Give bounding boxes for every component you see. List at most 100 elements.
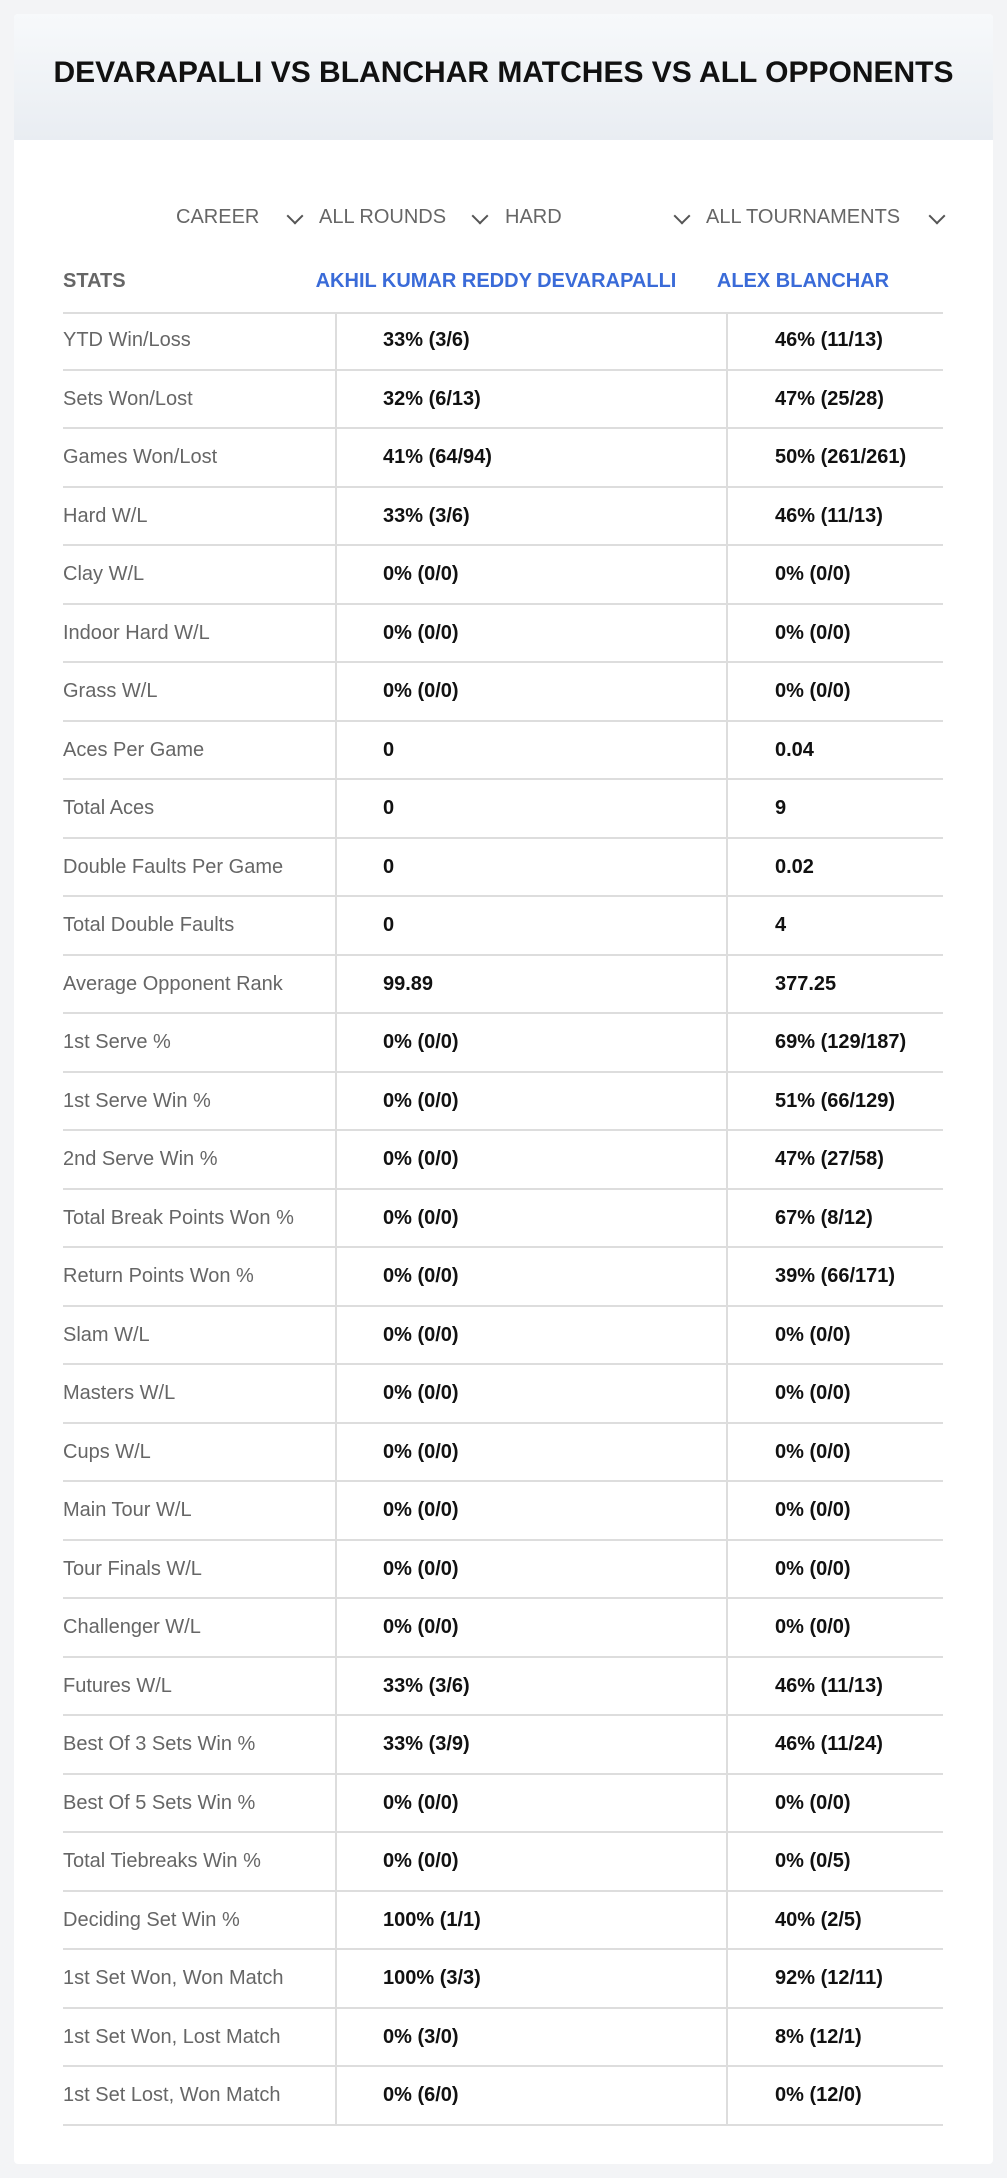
stat-label: Aces Per Game — [63, 738, 205, 761]
stat-row: Best Of 5 Sets Win % 0% (0/0) 0% (0/0) — [63, 1775, 943, 1833]
stat-row: 1st Set Won, Lost Match 0% (3/0) 8% (12/1) — [63, 2009, 943, 2067]
stat-row: 1st Set Won, Won Match 100% (3/3) 92% (12/… — [63, 1950, 943, 2009]
chevron-icon[interactable] — [471, 207, 489, 225]
player-name[interactable]: AKHIL KUMAR REDDY DEVARAPALLI — [315, 270, 677, 292]
player2-value: 39% (66/171) — [775, 1265, 896, 1287]
stat-label: Deciding Set Win % — [63, 1908, 240, 1931]
player2-value: 47% (25/28) — [775, 387, 884, 410]
player2-value: 0% (0/0) — [775, 1323, 851, 1346]
player2-value: 0% (0/0) — [775, 680, 851, 702]
stat-label: YTD Win/Loss — [63, 329, 191, 351]
player1-value: 0% (0/0) — [383, 1850, 459, 1872]
stat-label: Return Points Won % — [63, 1265, 254, 1287]
player2-value: 46% (11/24) — [775, 1733, 883, 1755]
stat-label: Challenger W/L — [63, 1616, 201, 1638]
stat-label: Total Double Faults — [63, 914, 235, 936]
stat-row: Indoor Hard W/L 0% (0/0) 0% (0/0) — [63, 605, 943, 663]
player1-value: 41% (64/94) — [383, 446, 492, 468]
player2-value: 0.04 — [775, 738, 814, 761]
header: DEVARAPALLI VS BLANCHAR MATCHES VS ALL O… — [14, 14, 993, 140]
stat-row: Clay W/L 0% (0/0) 0% (0/0) — [63, 546, 943, 605]
filter-dropdown[interactable]: CAREER — [176, 206, 260, 228]
stats-card: DEVARAPALLI VS BLANCHAR MATCHES VS ALL O… — [14, 14, 993, 2164]
player1-value: 0% (0/0) — [383, 1616, 459, 1638]
stat-row: 1st Serve Win % 0% (0/0) 51% (66/129) — [63, 1073, 943, 1131]
player2-value: 50% (261/261) — [775, 446, 907, 468]
player1-value: 0% (0/0) — [383, 1791, 459, 1814]
stat-row: 2nd Serve Win % 0% (0/0) 47% (27/58) — [63, 1131, 943, 1190]
stat-label: Grass W/L — [63, 680, 158, 702]
player1-value: 100% (1/1) — [383, 1908, 481, 1931]
stat-row: Total Aces 0 9 — [63, 780, 943, 839]
stat-row: Best Of 3 Sets Win % 33% (3/9) 46% (11/24) — [63, 1716, 943, 1775]
player1-value: 32% (6/13) — [383, 387, 481, 410]
player-name[interactable]: ALEX BLANCHAR — [716, 270, 890, 292]
stat-row: Challenger W/L 0% (0/0) 0% (0/0) — [63, 1599, 943, 1658]
stat-row: Hard W/L 33% (3/6) 46% (11/13) — [63, 488, 943, 546]
stat-label: Main Tour W/L — [63, 1499, 192, 1521]
stat-row: Aces Per Game 0 0.04 — [63, 722, 943, 780]
player2-value: 8% (12/1) — [775, 2025, 862, 2048]
stat-row: Futures W/L 33% (3/6) 46% (11/13) — [63, 1658, 943, 1716]
player2-value: 67% (8/12) — [775, 1206, 873, 1229]
stat-row: Sets Won/Lost 32% (6/13) 47% (25/28) — [63, 371, 943, 429]
filter-dropdown[interactable]: ALL ROUNDS — [319, 206, 447, 228]
stat-row: Average Opponent Rank 99.89 377.25 — [63, 956, 943, 1014]
chevron-icon[interactable] — [673, 207, 691, 225]
stat-row: Cups W/L 0% (0/0) 0% (0/0) — [63, 1424, 943, 1482]
stat-label: Masters W/L — [63, 1382, 176, 1404]
player2-value: 51% (66/129) — [775, 1089, 896, 1112]
filter-dropdown[interactable]: ALL TOURNAMENTS — [706, 206, 901, 228]
stat-row: Total Tiebreaks Win % 0% (0/0) 0% (0/5) — [63, 1833, 943, 1892]
player2-value: 9 — [775, 797, 787, 819]
player1-value: 0 — [383, 738, 395, 761]
player2-value: 40% (2/5) — [775, 1908, 862, 1931]
stat-label: 1st Set Lost, Won Match — [63, 2084, 281, 2106]
player1-value: 0% (0/0) — [383, 1031, 459, 1053]
stat-row: 1st Serve % 0% (0/0) 69% (129/187) — [63, 1014, 943, 1073]
player2-value: 46% (11/13) — [775, 329, 883, 351]
player1-value: 0% (3/0) — [383, 2025, 459, 2048]
chevron-icon[interactable] — [928, 207, 946, 225]
stat-row: Masters W/L 0% (0/0) 0% (0/0) — [63, 1365, 943, 1424]
player2-value: 0% (0/0) — [775, 1791, 851, 1814]
stat-row: Tour Finals W/L 0% (0/0) 0% (0/0) — [63, 1541, 943, 1599]
stat-label: 1st Serve Win % — [63, 1089, 211, 1112]
player2-value: 47% (27/58) — [775, 1148, 884, 1170]
stat-row: Games Won/Lost 41% (64/94) 50% (261/261) — [63, 429, 943, 488]
stat-row: Grass W/L 0% (0/0) 0% (0/0) — [63, 663, 943, 722]
stat-label: Best Of 5 Sets Win % — [63, 1791, 256, 1814]
stat-label: Tour Finals W/L — [63, 1557, 202, 1580]
player1-value: 33% (3/6) — [383, 1674, 470, 1697]
player1-value: 0% (0/0) — [383, 680, 459, 702]
player1-value: 0 — [383, 914, 395, 936]
column-divider — [726, 312, 728, 2126]
stat-label: Futures W/L — [63, 1674, 172, 1697]
player2-value: 0% (0/5) — [775, 1850, 851, 1872]
player1-value: 0% (0/0) — [383, 1206, 459, 1229]
stat-label: Average Opponent Rank — [63, 972, 283, 995]
stat-label: Indoor Hard W/L — [63, 621, 210, 644]
player2-value: 0% (0/0) — [775, 1440, 851, 1463]
chevron-icon[interactable] — [286, 207, 304, 225]
stat-label: Total Tiebreaks Win % — [63, 1850, 261, 1872]
filter-dropdown[interactable]: HARD — [505, 206, 562, 228]
stat-row: Deciding Set Win % 100% (1/1) 40% (2/5) — [63, 1892, 943, 1950]
player2-value: 0% (0/0) — [775, 621, 851, 644]
player1-value: 0% (0/0) — [383, 1148, 459, 1170]
player1-value: 0% (0/0) — [383, 563, 459, 585]
player2-value: 92% (12/11) — [775, 1967, 883, 1989]
player1-value: 0% (0/0) — [383, 621, 459, 644]
player1-value: 0% (0/0) — [383, 1499, 459, 1521]
stat-label: Sets Won/Lost — [63, 387, 193, 410]
stat-label: Slam W/L — [63, 1323, 150, 1346]
player1-value: 0% (0/0) — [383, 1089, 459, 1112]
column-divider — [335, 312, 337, 2126]
stat-label: Total Break Points Won % — [63, 1206, 294, 1229]
player2-value: 0.02 — [775, 855, 814, 878]
player1-value: 0% (0/0) — [383, 1382, 459, 1404]
player1-value: 0 — [383, 797, 395, 819]
column-header: STATS — [63, 270, 126, 292]
player1-value: 33% (3/6) — [383, 329, 470, 351]
